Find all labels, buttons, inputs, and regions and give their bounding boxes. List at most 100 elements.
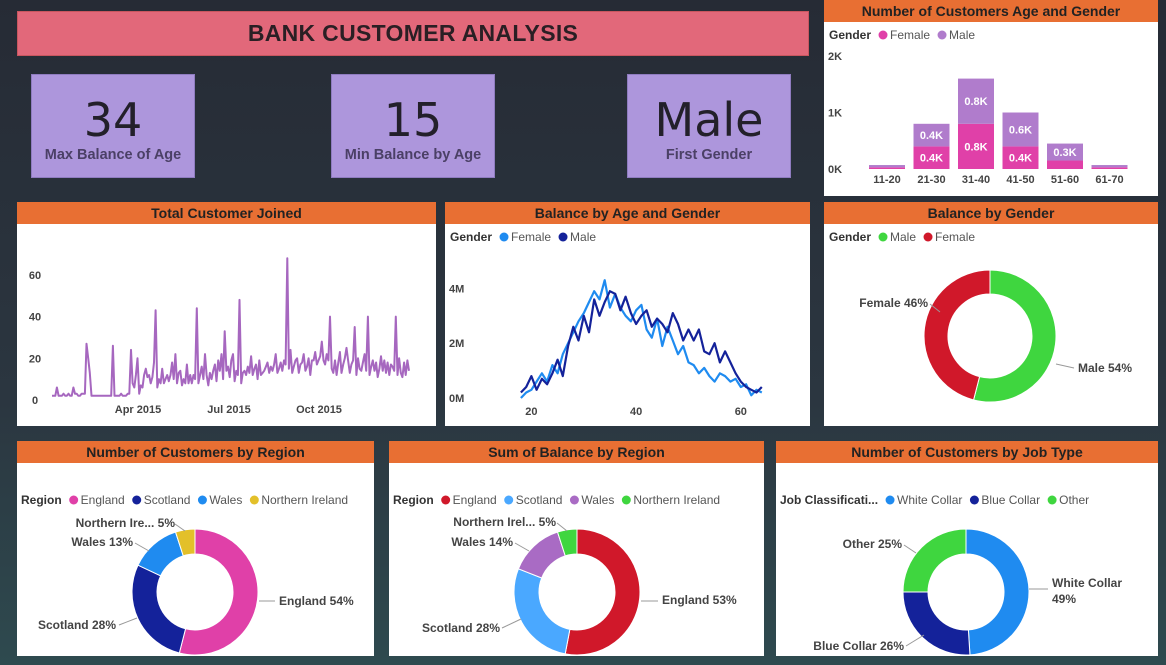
panel-balance-gender[interactable]: Balance by Gender Gender Male Female Male 5… bbox=[824, 202, 1158, 426]
slice-label: Northern Irel... 5% bbox=[453, 515, 556, 529]
panel-balance-age-gender[interactable]: Balance by Age and Gender Gender Female Ma… bbox=[445, 202, 810, 426]
x-tick-label: Oct 2015 bbox=[296, 404, 342, 416]
legend-label: Wales bbox=[581, 493, 614, 507]
legend-label: Northern Ireland bbox=[633, 493, 720, 507]
legend-label: England bbox=[453, 493, 497, 507]
slice-england bbox=[178, 528, 259, 656]
bar-label: 0.8K bbox=[964, 141, 987, 153]
slice-label: Scotland 28% bbox=[38, 618, 116, 632]
legend-marker bbox=[885, 495, 895, 505]
y-tick-label: 60 bbox=[29, 270, 41, 282]
legend-marker bbox=[878, 232, 888, 242]
legend-label: Female bbox=[890, 28, 930, 42]
panel-customer-joined[interactable]: Total Customer Joined 0 20 40 60 Apr 2015 Jul… bbox=[17, 202, 436, 426]
y-tick-label: 40 bbox=[29, 312, 41, 324]
customer-joined-chart[interactable]: 0 20 40 60 Apr 2015 Jul 2015 Oct 2015 bbox=[17, 224, 436, 426]
bar-label: 0.8K bbox=[964, 96, 987, 108]
bar-male bbox=[869, 165, 905, 168]
balance-region-chart[interactable]: Region England Scotland Wales Northern Irela… bbox=[389, 463, 764, 656]
x-tick-label: 11-20 bbox=[873, 174, 901, 186]
age-gender-chart[interactable]: Gender Female Male 0K 1K 2K 11-20 0.4K 0.4K 21-30… bbox=[824, 22, 1158, 196]
leader-line bbox=[134, 542, 150, 552]
x-tick-label: 40 bbox=[630, 406, 642, 418]
bar-female bbox=[1091, 167, 1128, 169]
panel-title: Balance by Gender bbox=[824, 202, 1158, 224]
y-tick-label: 2K bbox=[828, 51, 842, 63]
y-tick-label: 0K bbox=[828, 164, 842, 176]
slice-label: Blue Collar 26% bbox=[813, 639, 904, 653]
bar-male bbox=[913, 123, 950, 147]
legend-label: England bbox=[81, 493, 125, 507]
bar-label: 0.4K bbox=[920, 130, 943, 142]
panel-job-type[interactable]: Number of Customers by Job Type Job Clas… bbox=[776, 441, 1158, 656]
y-tick-label: 1K bbox=[828, 108, 842, 120]
legend-marker bbox=[621, 495, 631, 505]
slice-label: Other 25% bbox=[843, 537, 903, 551]
legend-marker bbox=[504, 495, 514, 505]
panel-age-gender[interactable]: Number of Customers Age and Gender Gende… bbox=[824, 0, 1158, 196]
bar-label: 0.6K bbox=[1009, 124, 1032, 136]
legend-label: Scotland bbox=[144, 493, 191, 507]
slice-blue-collar bbox=[902, 591, 971, 656]
series-line bbox=[52, 257, 410, 397]
leader-line bbox=[556, 522, 568, 532]
slice-scotland bbox=[131, 564, 187, 654]
slice-label: England 54% bbox=[279, 594, 354, 608]
legend-label: Female bbox=[935, 230, 975, 244]
x-tick-label: 51-60 bbox=[1051, 174, 1079, 186]
legend-marker bbox=[969, 495, 979, 505]
legend-label: Northern Ireland bbox=[261, 493, 348, 507]
kpi-min-balance-age[interactable]: 15 Min Balance by Age bbox=[331, 74, 495, 178]
legend-title: Job Classificati... bbox=[780, 493, 878, 507]
slice-wales bbox=[517, 531, 566, 579]
panel-title: Sum of Balance by Region bbox=[389, 441, 764, 463]
panel-balance-region[interactable]: Sum of Balance by Region Region England Sc… bbox=[389, 441, 764, 656]
legend-marker bbox=[249, 495, 259, 505]
leader-line bbox=[514, 542, 530, 552]
slice-scotland bbox=[513, 568, 571, 655]
panel-title: Balance by Age and Gender bbox=[445, 202, 810, 224]
leader-line bbox=[174, 523, 186, 532]
legend-marker bbox=[197, 495, 207, 505]
kpi-max-balance-age[interactable]: 34 Max Balance of Age bbox=[31, 74, 195, 178]
bar-male bbox=[958, 78, 994, 124]
slice-england bbox=[564, 528, 641, 656]
slice-label: Wales 14% bbox=[451, 535, 513, 549]
slice-label: England 53% bbox=[662, 593, 737, 607]
x-tick-label: 61-70 bbox=[1095, 174, 1123, 186]
y-tick-label: 0M bbox=[449, 393, 464, 405]
leader-line bbox=[905, 634, 925, 647]
legend-title: Gender bbox=[829, 230, 871, 244]
customers-region-chart[interactable]: Region England Scotland Wales Northern Irela… bbox=[17, 463, 374, 656]
legend-label: Female bbox=[511, 230, 551, 244]
legend-marker bbox=[1047, 495, 1057, 505]
legend-marker bbox=[69, 495, 79, 505]
kpi-label: First Gender bbox=[665, 147, 753, 163]
bar-male bbox=[1002, 112, 1039, 147]
legend-label: Male bbox=[570, 230, 596, 244]
slice-label: Wales 13% bbox=[71, 535, 133, 549]
kpi-value: 15 bbox=[383, 93, 443, 147]
legend-marker bbox=[569, 495, 579, 505]
page-title: BANK CUSTOMER ANALYSIS bbox=[17, 11, 809, 56]
kpi-first-gender[interactable]: Male First Gender bbox=[627, 74, 791, 178]
series-line-male bbox=[520, 290, 763, 394]
y-tick-label: 2M bbox=[449, 338, 464, 350]
leader-line bbox=[903, 544, 917, 554]
bar-male bbox=[1091, 165, 1128, 168]
bar-female bbox=[1047, 160, 1083, 169]
legend-label: Scotland bbox=[516, 493, 563, 507]
legend-label: Wales bbox=[209, 493, 242, 507]
legend-title: Gender bbox=[450, 230, 492, 244]
job-type-chart[interactable]: Job Classificati... White Collar Blue Coll… bbox=[776, 463, 1158, 656]
balance-gender-chart[interactable]: Gender Male Female Male 54% Female 46% bbox=[824, 224, 1158, 426]
balance-age-gender-chart[interactable]: Gender Female Male 0M 2M 4M 20 40 60 bbox=[445, 224, 810, 426]
slice-northern-ireland bbox=[174, 528, 196, 557]
kpi-value: Male bbox=[654, 93, 764, 147]
leader-line bbox=[501, 618, 522, 629]
legend-title: Gender bbox=[829, 28, 871, 42]
panel-customers-region[interactable]: Number of Customers by Region Region Engl… bbox=[17, 441, 374, 656]
y-tick-label: 0 bbox=[32, 395, 38, 407]
x-tick-label: 20 bbox=[525, 406, 537, 418]
x-tick-label: 41-50 bbox=[1006, 174, 1034, 186]
